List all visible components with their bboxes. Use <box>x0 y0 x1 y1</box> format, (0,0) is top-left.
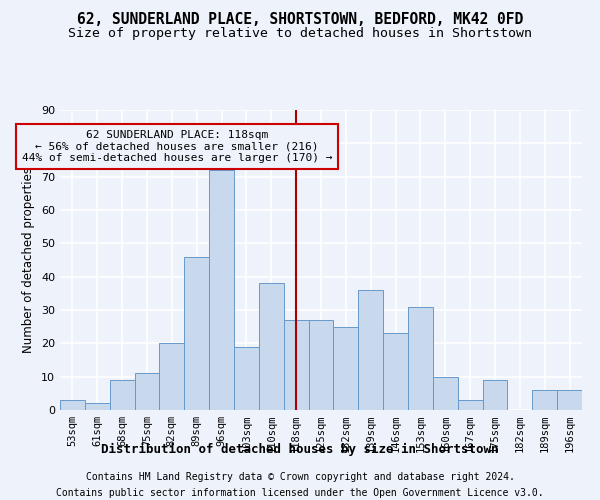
Bar <box>60 400 85 410</box>
Bar <box>358 290 383 410</box>
Bar <box>308 320 334 410</box>
Bar <box>482 380 508 410</box>
Y-axis label: Number of detached properties: Number of detached properties <box>22 167 35 353</box>
Bar <box>234 346 259 410</box>
Text: 62 SUNDERLAND PLACE: 118sqm
← 56% of detached houses are smaller (216)
44% of se: 62 SUNDERLAND PLACE: 118sqm ← 56% of det… <box>22 130 332 163</box>
Text: 62, SUNDERLAND PLACE, SHORTSTOWN, BEDFORD, MK42 0FD: 62, SUNDERLAND PLACE, SHORTSTOWN, BEDFOR… <box>77 12 523 28</box>
Bar <box>334 326 358 410</box>
Bar <box>209 170 234 410</box>
Text: Contains public sector information licensed under the Open Government Licence v3: Contains public sector information licen… <box>56 488 544 498</box>
Bar <box>259 284 284 410</box>
Bar <box>160 344 184 410</box>
Bar <box>85 404 110 410</box>
Bar <box>458 400 482 410</box>
Bar <box>433 376 458 410</box>
Bar <box>184 256 209 410</box>
Text: Distribution of detached houses by size in Shortstown: Distribution of detached houses by size … <box>101 442 499 456</box>
Bar <box>408 306 433 410</box>
Text: Contains HM Land Registry data © Crown copyright and database right 2024.: Contains HM Land Registry data © Crown c… <box>86 472 514 482</box>
Text: Size of property relative to detached houses in Shortstown: Size of property relative to detached ho… <box>68 28 532 40</box>
Bar <box>557 390 582 410</box>
Bar <box>134 374 160 410</box>
Bar <box>383 334 408 410</box>
Bar <box>532 390 557 410</box>
Bar <box>284 320 308 410</box>
Bar <box>110 380 134 410</box>
